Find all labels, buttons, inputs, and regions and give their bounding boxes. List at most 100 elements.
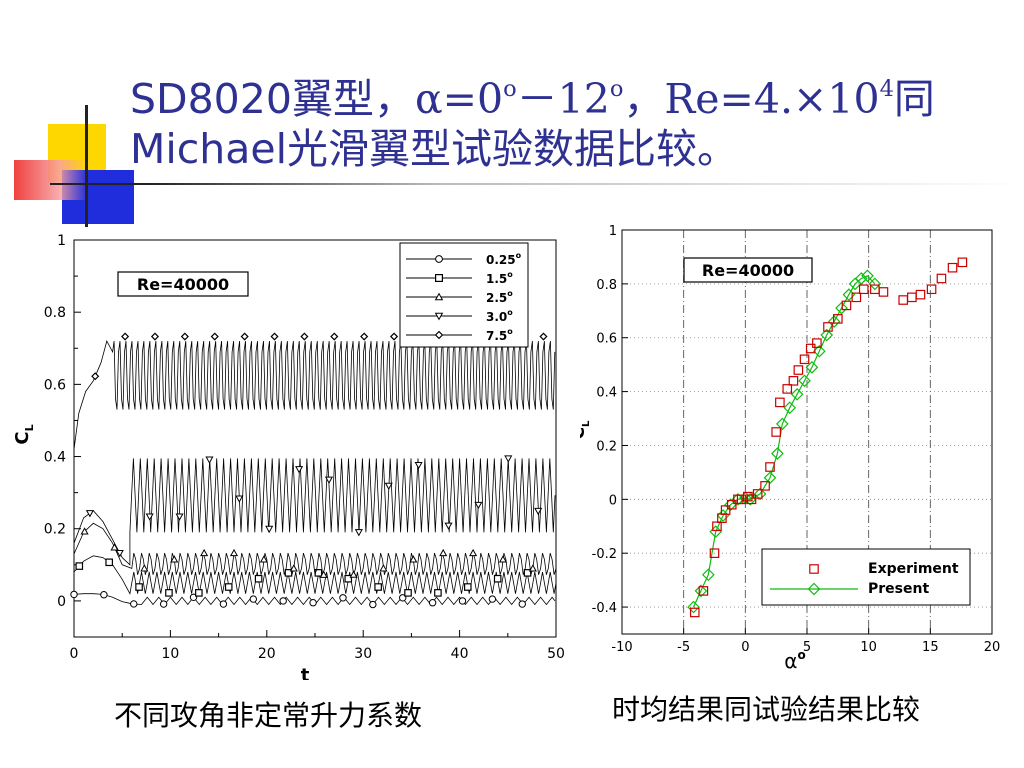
present-marker	[753, 487, 767, 501]
series-marker-3.0	[85, 510, 94, 518]
y-axis-label: CL	[12, 424, 36, 444]
y-tick-label: 0.8	[596, 278, 617, 293]
y-tick-label: 0.2	[44, 522, 66, 538]
experiment-marker	[805, 343, 816, 354]
series-marker-1.5	[135, 583, 143, 591]
y-axis-label: CL	[580, 420, 592, 439]
series-marker-0.25	[130, 600, 138, 608]
experiment-marker	[957, 257, 968, 268]
y-tick-label: 0	[609, 493, 617, 508]
present-marker	[805, 361, 819, 374]
experiment-marker	[788, 376, 799, 386]
present-marker	[835, 301, 848, 315]
series-marker-2.5	[379, 564, 388, 572]
title-exp: 4	[879, 76, 894, 103]
series-marker-3.0	[175, 513, 184, 521]
legend-label-2.5: 2.5o	[486, 289, 513, 305]
series-marker-3.0	[384, 482, 393, 490]
legend-marker-experiment	[809, 564, 819, 574]
series-marker-7.5	[91, 372, 100, 381]
legend-box	[761, 548, 971, 606]
y-tick-label: 0.8	[44, 305, 66, 321]
y-axis-label-subscript: L	[581, 420, 592, 427]
series-marker-1.5	[75, 562, 84, 570]
present-marker	[854, 272, 868, 285]
y-tick-label: 0.6	[44, 377, 66, 393]
present-marker	[775, 417, 789, 431]
series-marker-0.25	[159, 600, 168, 608]
x-axis-label: t	[301, 665, 310, 680]
series-marker-2.5	[289, 564, 298, 572]
series-marker-7.5	[210, 332, 219, 341]
series-marker-2.5	[170, 555, 179, 563]
series-marker-2.5	[469, 548, 478, 557]
series-marker-7.5	[270, 332, 279, 341]
series-marker-1.5	[195, 589, 203, 597]
experiment-marker	[726, 499, 737, 510]
series-marker-1.5	[165, 589, 173, 597]
present-marker	[820, 328, 834, 342]
y-tick-label: 0.4	[596, 386, 617, 401]
experiment-marker	[793, 365, 804, 375]
series-marker-1.5	[434, 589, 442, 597]
experiment-marker	[915, 289, 926, 300]
experiment-marker	[947, 262, 958, 273]
series-marker-3.0	[354, 529, 363, 537]
present-marker	[868, 277, 882, 291]
legend-marker-present	[807, 582, 821, 596]
series-marker-2.5	[259, 555, 268, 563]
y-axis-label-subscript: L	[23, 424, 36, 431]
y-tick-label: 1	[609, 224, 617, 239]
present-marker	[763, 471, 777, 485]
title-part-a: SD8020翼型，	[130, 75, 415, 123]
series-marker-2.5	[229, 548, 239, 557]
x-tick-label: 40	[451, 646, 469, 662]
series-marker-3.0	[534, 507, 543, 516]
series-marker-0.25	[249, 595, 258, 603]
unsteady-lift-chart: 0 10 20 30 40 50 0 0.2 0.4 0.6 0.8 1 t CL Re=40000 0.25…	[12, 233, 565, 680]
experiment-marker	[752, 489, 763, 499]
y-tick-label: 1	[57, 233, 66, 249]
present-marker	[694, 584, 708, 598]
caption-left: 不同攻角非定常升力系数	[114, 699, 423, 732]
legend-label-degree: o	[507, 327, 513, 336]
present-marker	[771, 447, 784, 460]
series-marker-1.5	[404, 589, 412, 597]
series-marker-7.5	[121, 332, 130, 341]
experiment-marker	[712, 521, 722, 532]
series-marker-1.5	[105, 558, 113, 567]
series-marker-1.5	[463, 583, 472, 591]
series-line-3.0	[73, 458, 556, 566]
legend-label-0.25: 0.25o	[486, 251, 522, 267]
series-marker-0.25	[458, 597, 467, 605]
series-line-2.5	[73, 522, 557, 575]
x-axis-label: αo	[784, 648, 805, 673]
legend-label-7.5: 7.5o	[486, 327, 513, 343]
title-re: Re=4.×10	[664, 75, 880, 123]
deco-red-gradient	[14, 160, 88, 200]
series-marker-7.5	[150, 332, 160, 341]
title-deg-2: o	[609, 76, 624, 103]
series-marker-7.5	[389, 332, 399, 341]
experiment-marker	[782, 384, 793, 394]
present-marker	[709, 525, 723, 539]
x-tick-label: -5	[677, 640, 690, 655]
experiment-marker	[907, 292, 917, 303]
experiment-marker	[746, 494, 757, 505]
annotation-box	[117, 271, 249, 297]
legend-label-3.0: 3.0o	[486, 308, 513, 324]
caption-right: 时均结果同试验结果比较	[612, 693, 921, 726]
experiment-marker	[736, 494, 747, 505]
x-tick-label: 5	[803, 640, 811, 655]
x-tick-label: 30	[354, 646, 372, 662]
present-marker	[861, 269, 874, 283]
series-marker-0.25	[518, 600, 526, 608]
series-marker-7.5	[539, 332, 548, 341]
series-marker-0.25	[70, 590, 78, 599]
series-marker-2.5	[200, 548, 209, 557]
y-tick-label: -0.2	[592, 547, 617, 562]
series-marker-2.5	[409, 555, 418, 563]
series-marker-0.25	[428, 599, 437, 607]
annotation-text: Re=40000	[137, 275, 229, 294]
present-marker	[790, 387, 804, 401]
